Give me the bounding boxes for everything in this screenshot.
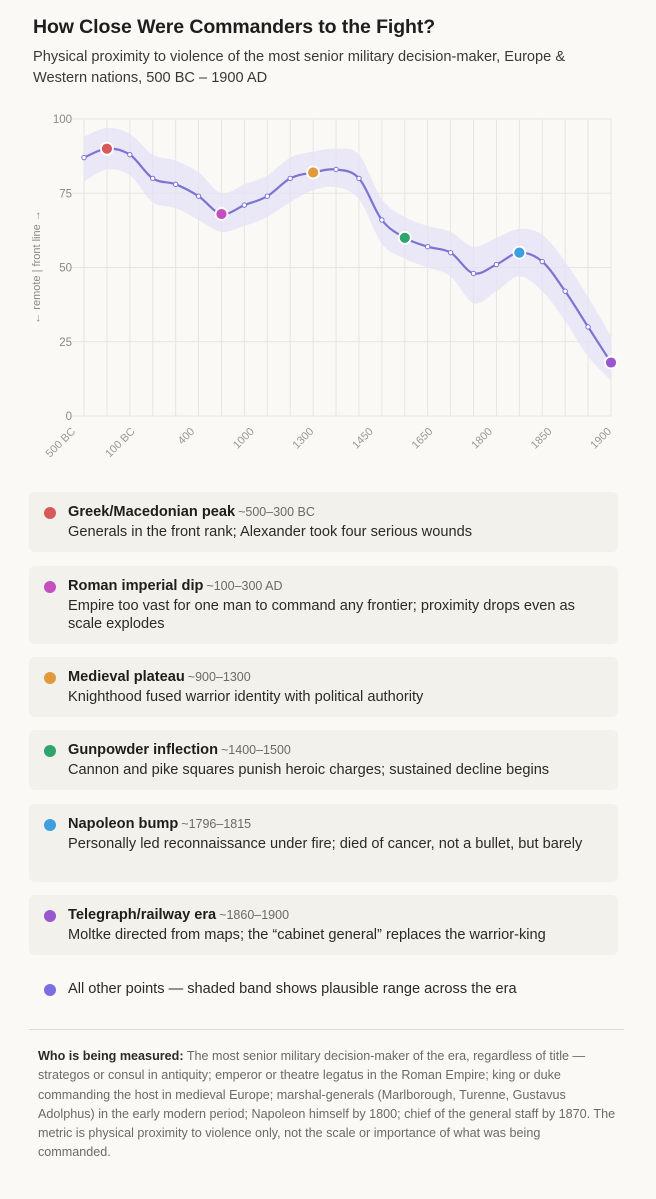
data-point	[562, 288, 568, 294]
x-tick-label: 1800	[469, 426, 495, 452]
greek-dot-icon	[44, 507, 56, 519]
note-label: Who is being measured:	[38, 1049, 184, 1063]
x-tick-label: 1850	[529, 426, 555, 452]
highlight-point	[214, 207, 229, 221]
page-title: How Close Were Commanders to the Fight?	[33, 16, 436, 38]
data-point	[127, 151, 133, 158]
x-tick-label: 1300	[291, 426, 317, 452]
page-subtitle: Physical proximity to violence of the mo…	[33, 49, 566, 86]
legend-card-name: Medieval plateau	[68, 669, 185, 685]
legend-card-description: Knighthood fused warrior identity with p…	[68, 689, 424, 705]
legend-card-napoleon: Napoleon bump ~1796–1815 Personally led r…	[29, 804, 618, 882]
data-point	[287, 175, 293, 182]
legend-card-name: Gunpowder inflection	[68, 742, 218, 758]
y-axis-label: ← remote | front line →	[31, 210, 43, 324]
legend-card-roman: Roman imperial dip ~100–300 AD Empire too…	[29, 566, 618, 644]
legend-card-range: ~1796–1815	[181, 817, 252, 831]
legend-card-greek: Greek/Macedonian peak ~500–300 BC General…	[29, 492, 618, 552]
legend-card-heading: Gunpowder inflection ~1400–1500	[68, 741, 608, 759]
legend-card-telegraph: Telegraph/railway era ~1860–1900 Moltke d…	[29, 895, 618, 955]
x-tick-label: 1900	[588, 426, 614, 452]
data-point	[150, 175, 156, 182]
data-point	[447, 249, 454, 256]
x-tick-label: 1450	[350, 426, 376, 452]
proximity-chart: 0 25 50 75 100 500 BC 100 BC 400 1000 1300 1450 165…	[31, 114, 618, 460]
legend-card-range: ~1860–1900	[219, 908, 290, 922]
data-point	[264, 193, 271, 199]
data-point	[356, 175, 362, 182]
y-tick-label: 25	[59, 337, 72, 349]
legend-card-range: ~100–300 AD	[206, 579, 283, 593]
legend-card-heading: Napoleon bump ~1796–1815	[68, 815, 608, 833]
gunpowder-dot-icon	[44, 745, 56, 757]
other-dot-icon	[44, 984, 56, 996]
legend-card-name: Napoleon bump	[68, 816, 179, 832]
range-band	[84, 127, 611, 381]
legend-card-range: ~900–1300	[187, 670, 251, 684]
legend-card-description: Personally led reconnaissance under fire…	[68, 836, 583, 852]
highlight-point	[604, 355, 618, 370]
telegraph-dot-icon	[44, 910, 56, 922]
divider	[29, 1029, 624, 1030]
data-point	[493, 261, 500, 268]
y-tick-label: 50	[59, 263, 72, 275]
data-point	[539, 258, 545, 265]
roman-dot-icon	[44, 581, 56, 593]
data-point	[333, 166, 339, 173]
highlight-point	[100, 141, 114, 156]
data-point	[241, 202, 248, 208]
legend-card-heading: Roman imperial dip ~100–300 AD	[68, 577, 608, 595]
data-point	[81, 154, 87, 161]
y-tick-label: 75	[59, 188, 72, 200]
legend-card-heading: Medieval plateau ~900–1300	[68, 668, 608, 686]
highlight-point	[512, 245, 527, 260]
x-tick-label: 1650	[410, 426, 436, 452]
legend-card-medieval: Medieval plateau ~900–1300 Knighthood fus…	[29, 657, 618, 717]
legend-card-heading: Greek/Macedonian peak ~500–300 BC	[68, 503, 608, 521]
legend-card-gunpowder: Gunpowder inflection ~1400–1500 Cannon an…	[29, 730, 618, 790]
y-tick-label: 100	[53, 114, 72, 126]
data-point	[172, 181, 179, 188]
legend-card-description: Generals in the front rank; Alexander to…	[68, 524, 472, 540]
legend-card-description: Cannon and pike squares punish heroic ch…	[68, 762, 550, 778]
legend-card-name: Telegraph/railway era	[68, 907, 217, 923]
x-tick-label: 500 BC	[44, 426, 78, 460]
legend-card-description: Moltke directed from maps; the “cabinet …	[68, 927, 546, 943]
data-point	[424, 244, 431, 250]
legend-card-name: Roman imperial dip	[68, 578, 204, 594]
medieval-dot-icon	[44, 672, 56, 684]
legend-card-heading: Telegraph/railway era ~1860–1900	[68, 906, 608, 924]
legend-other-points: All other points — shaded band shows pla…	[29, 976, 618, 1004]
x-tick-label: 400	[176, 426, 197, 447]
note-text: The most senior military decision-maker …	[38, 1049, 616, 1160]
y-tick-label: 0	[66, 411, 72, 423]
highlight-point	[397, 230, 412, 245]
x-tick-label: 1000	[231, 426, 257, 452]
highlight-point	[306, 165, 321, 180]
data-point	[470, 270, 477, 277]
data-point	[379, 217, 385, 223]
data-point	[195, 193, 202, 199]
methodology-note: Who is being measured: The most senior m…	[38, 1047, 616, 1163]
legend-card-name: Greek/Macedonian peak	[68, 504, 236, 520]
napoleon-dot-icon	[44, 819, 56, 831]
x-tick-label: 100 BC	[103, 426, 137, 460]
legend-other-text: All other points — shaded band shows pla…	[68, 981, 517, 997]
legend-card-range: ~500–300 BC	[238, 505, 315, 519]
legend-card-range: ~1400–1500	[221, 743, 291, 757]
legend-card-description: Empire too vast for one man to command a…	[68, 598, 575, 632]
data-point	[585, 324, 591, 330]
